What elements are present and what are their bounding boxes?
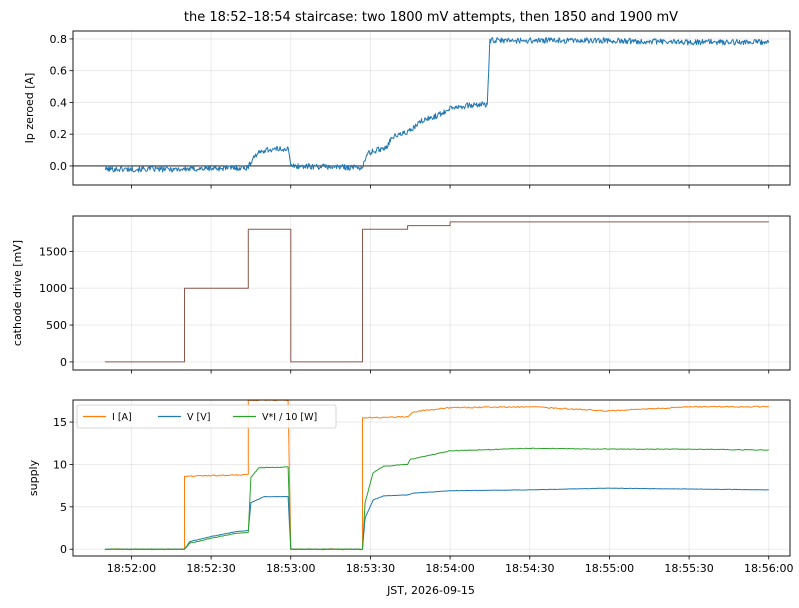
y-tick-label: 10 bbox=[53, 458, 67, 471]
supply-legend: I [A] V [V] V*I / 10 [W] bbox=[76, 404, 337, 429]
drive-axes-frame bbox=[72, 215, 791, 371]
supply-yticks: 0 5 10 15 bbox=[53, 416, 73, 556]
y-tick-label: 0 bbox=[60, 356, 67, 369]
y-tick-label: 0.6 bbox=[50, 65, 68, 78]
drive-yticks: 0 500 1000 1500 bbox=[39, 245, 73, 369]
series-line-1 bbox=[104, 221, 769, 363]
ip-series bbox=[73, 37, 790, 173]
x-tick-label: 18:53:30 bbox=[346, 562, 395, 575]
y-tick-label: 0.2 bbox=[50, 128, 68, 141]
y-tick-label: 0 bbox=[60, 543, 67, 556]
legend-box bbox=[76, 404, 337, 429]
x-tick-label: 18:55:00 bbox=[585, 562, 634, 575]
x-tick-label: 18:56:00 bbox=[744, 562, 793, 575]
chart-title: the 18:52–18:54 staircase: two 1800 mV a… bbox=[184, 10, 678, 25]
ip-yticks: 0.0 0.2 0.4 0.6 0.8 bbox=[50, 33, 73, 173]
panel-ip: 0.0 0.2 0.4 0.6 0.8 Ip zeroed [A] bbox=[23, 30, 791, 189]
x-tick-label: 18:54:30 bbox=[505, 562, 554, 575]
y-tick-label: 5 bbox=[60, 501, 67, 514]
x-tick-label: 18:55:30 bbox=[664, 562, 713, 575]
x-tick-label: 18:53:00 bbox=[266, 562, 315, 575]
y-tick-label: 500 bbox=[46, 319, 67, 332]
legend-label-power: V*I / 10 [W] bbox=[262, 412, 317, 423]
drive-series bbox=[104, 221, 769, 363]
panel-cathode-drive: 0 500 1000 1500 cathode drive [mV] bbox=[11, 215, 791, 374]
ip-xticks bbox=[131, 185, 770, 189]
x-tick-label: 18:52:00 bbox=[107, 562, 156, 575]
ip-axes-frame bbox=[72, 30, 791, 186]
series-v-i-w bbox=[104, 447, 769, 551]
legend-label-current: I [A] bbox=[112, 412, 132, 423]
supply-axes-frame bbox=[72, 399, 791, 557]
series-i-a bbox=[104, 399, 769, 551]
y-tick-label: 0.0 bbox=[50, 160, 68, 173]
y-tick-label: 1000 bbox=[39, 282, 67, 295]
ip-grid bbox=[73, 31, 790, 185]
supply-xticks: 18:52:00 18:52:30 18:53:00 18:53:30 18:54:00… bbox=[107, 556, 793, 575]
x-tick-label: 18:54:00 bbox=[425, 562, 474, 575]
series-v-v bbox=[104, 487, 769, 550]
ip-ylabel: Ip zeroed [A] bbox=[23, 73, 36, 144]
supply-series bbox=[104, 399, 769, 551]
legend-label-voltage: V [V] bbox=[187, 412, 210, 423]
supply-ylabel: supply bbox=[27, 459, 40, 496]
drive-ylabel: cathode drive [mV] bbox=[11, 240, 24, 346]
x-tick-label: 18:52:30 bbox=[186, 562, 235, 575]
drive-xticks bbox=[131, 370, 770, 374]
series-line-0 bbox=[104, 37, 770, 173]
y-tick-label: 1500 bbox=[39, 245, 67, 258]
y-tick-label: 15 bbox=[53, 416, 67, 429]
drive-grid bbox=[73, 216, 790, 370]
y-tick-label: 0.8 bbox=[50, 33, 68, 46]
x-axis-label: JST, 2026-09-15 bbox=[386, 584, 475, 597]
y-tick-label: 0.4 bbox=[50, 96, 68, 109]
